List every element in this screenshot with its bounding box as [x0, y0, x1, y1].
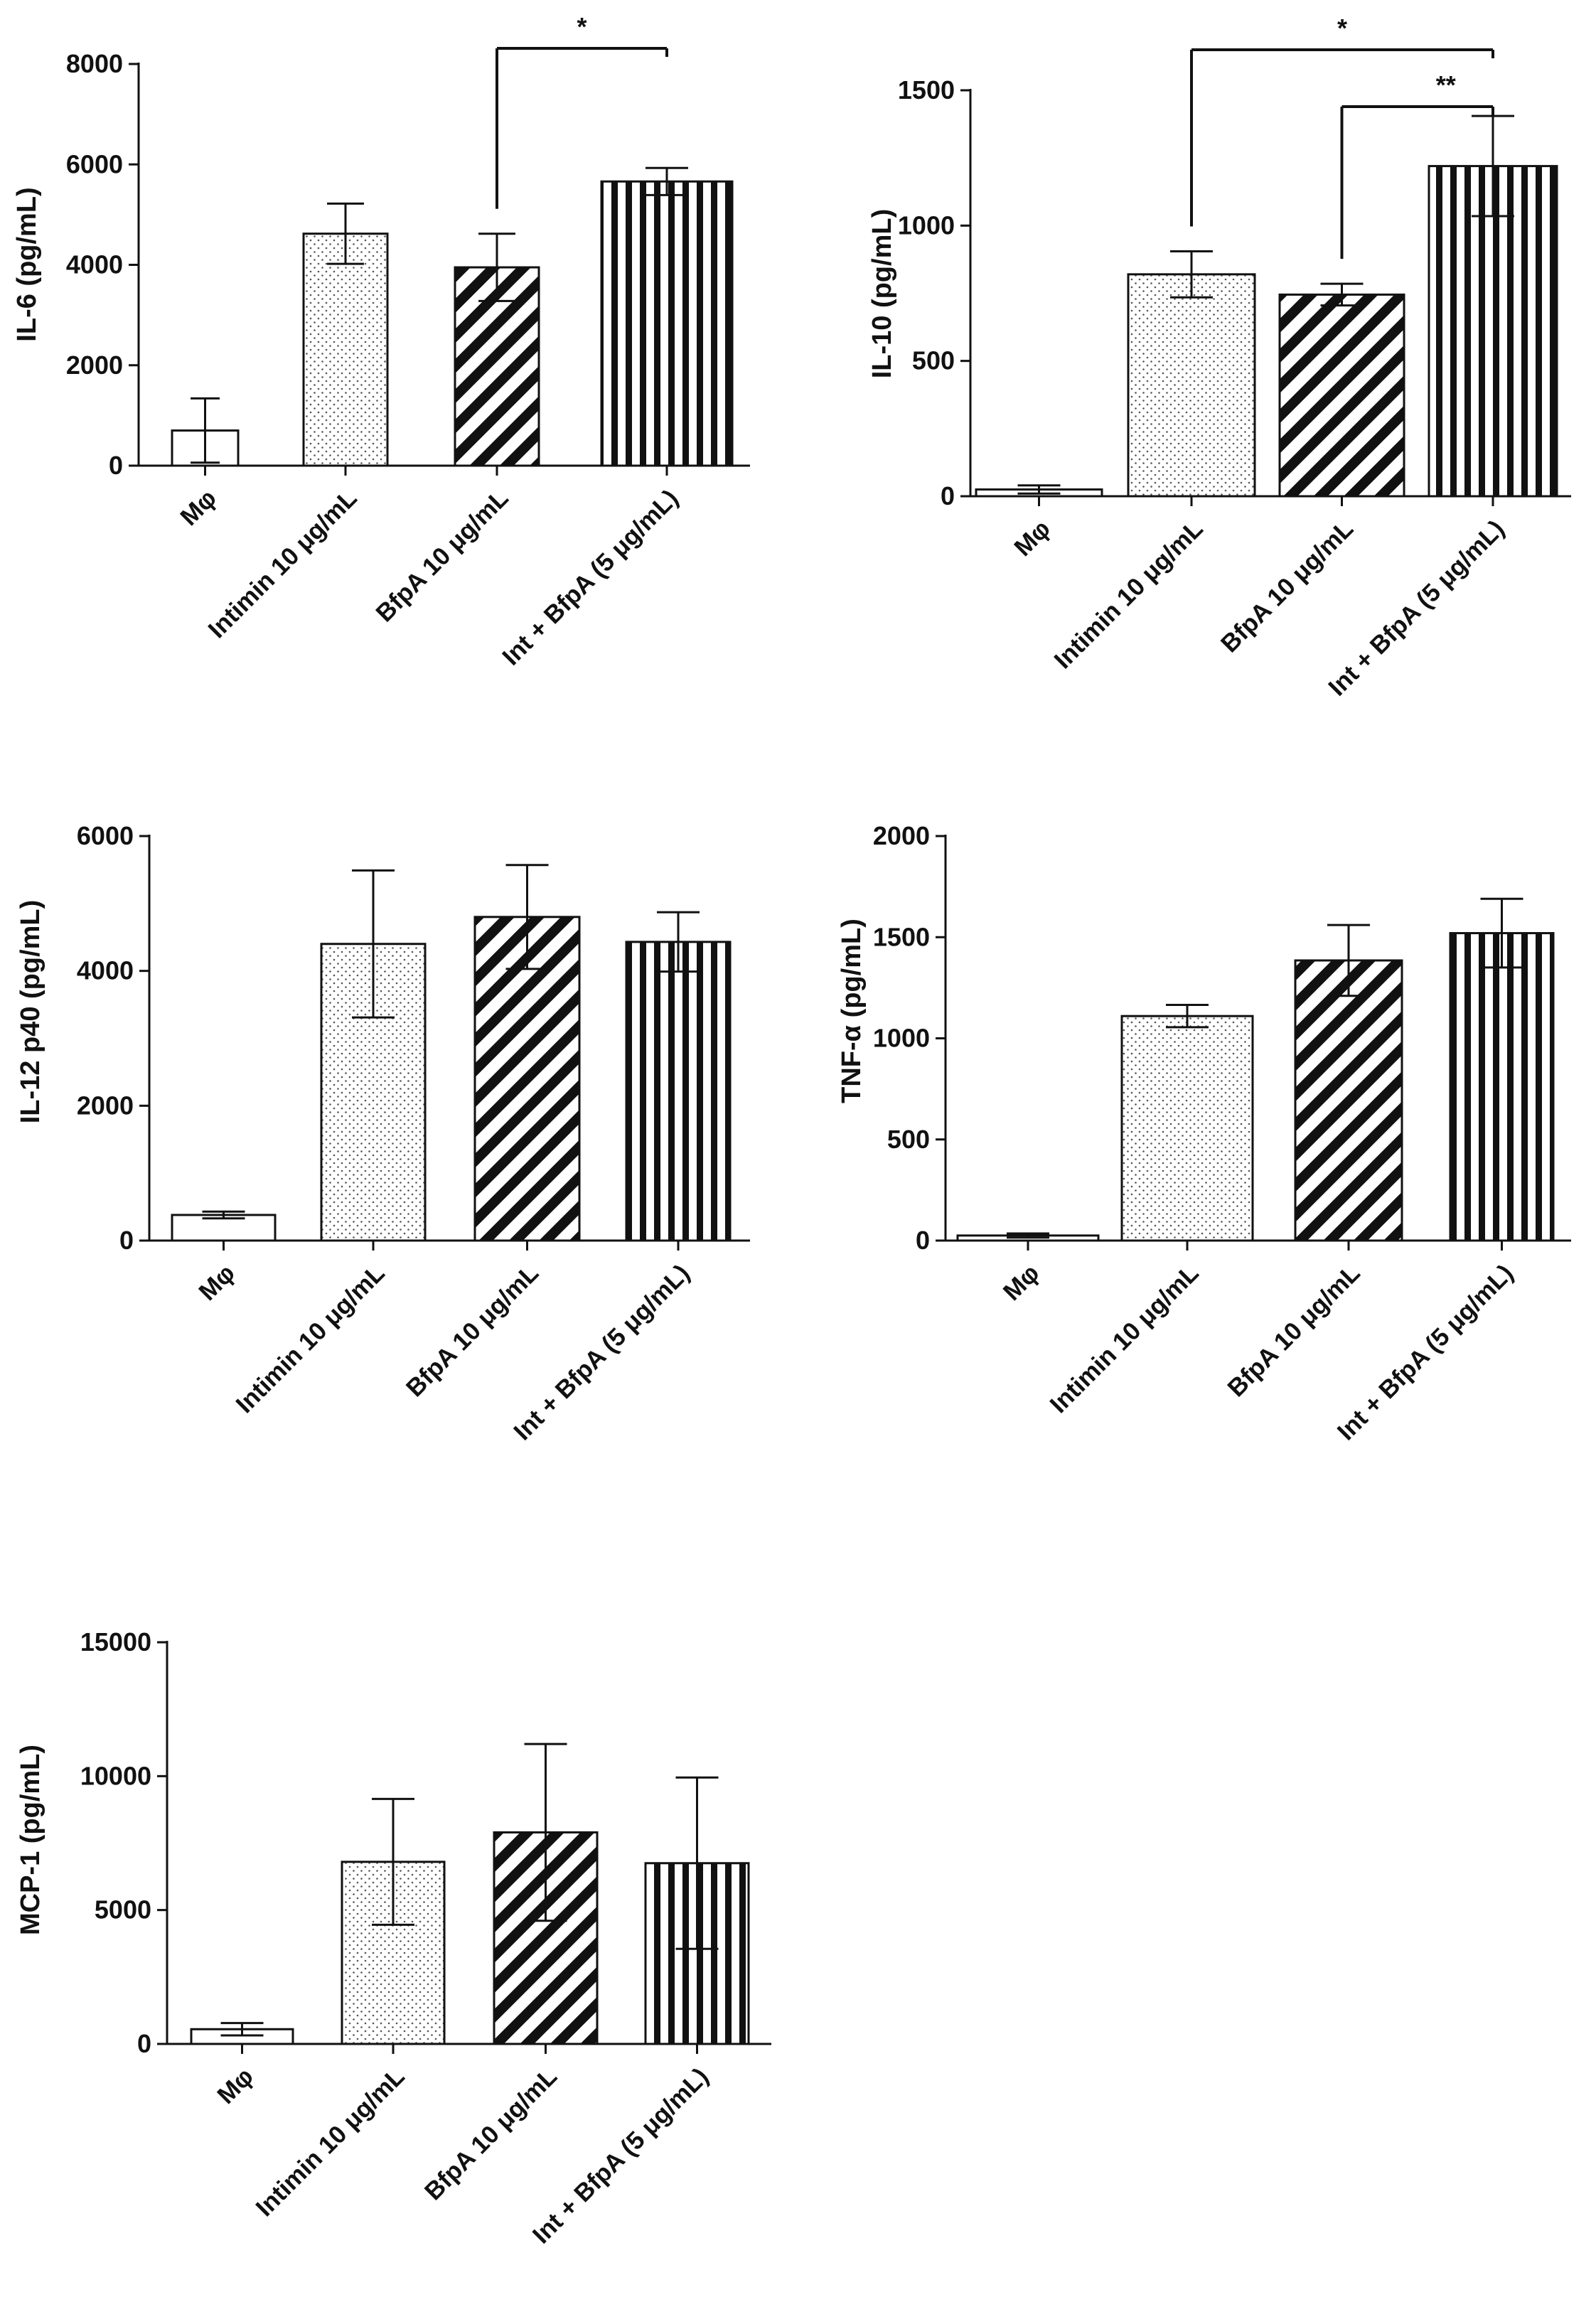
category-label: Int + BfpA (5 μg/mL) [1323, 515, 1509, 701]
y-tick-label: 1000 [873, 1024, 930, 1053]
category-label: Mφ [193, 1259, 240, 1306]
y-tick-label: 2000 [66, 350, 123, 380]
significance-label: ** [1436, 70, 1456, 100]
significance-label: * [1337, 14, 1347, 43]
category-label: BfpA 10 μg/mL [1222, 1259, 1365, 1402]
category-label: BfpA 10 μg/mL [370, 484, 513, 627]
bar-int-bfpa [625, 941, 732, 1242]
y-tick-label: 1500 [898, 75, 955, 105]
bar-intimin [1127, 273, 1256, 498]
y-tick-label: 0 [137, 2029, 151, 2058]
bar-intimin [1120, 1015, 1254, 1242]
category-label: BfpA 10 μg/mL [401, 1259, 544, 1402]
y-tick-label: 1000 [898, 210, 955, 240]
y-tick-label: 0 [916, 1226, 930, 1255]
bar-bfpa [1278, 293, 1405, 498]
y-axis-label: MCP-1 (pg/mL) [16, 1745, 45, 1935]
y-axis-label: IL-12 p40 (pg/mL) [16, 900, 45, 1124]
y-tick-label: 2000 [77, 1091, 134, 1120]
y-axis-label: TNF-α (pg/mL) [837, 919, 867, 1103]
y-tick-label: 1500 [873, 922, 930, 951]
category-label: Int + BfpA (5 μg/mL) [1332, 1259, 1519, 1445]
y-tick-label: 10000 [80, 1761, 151, 1790]
category-label: Mφ [212, 2062, 259, 2109]
bar-int-bfpa [1428, 165, 1558, 498]
y-axis-label: IL-6 (pg/mL) [12, 187, 42, 341]
category-label: Mφ [175, 484, 222, 531]
category-label: Intimin 10 μg/mL [230, 1259, 390, 1418]
bar-intimin [302, 232, 389, 467]
bar-bfpa [1294, 959, 1403, 1242]
category-label: Intimin 10 μg/mL [250, 2062, 409, 2222]
y-tick-label: 6000 [66, 149, 123, 178]
bar-int-bfpa [600, 180, 734, 467]
bar-int-bfpa [644, 1862, 750, 2045]
bar-int-bfpa [1449, 932, 1555, 1242]
category-label: Intimin 10 μg/mL [203, 484, 362, 643]
category-label: Int + BfpA (5 μg/mL) [508, 1259, 695, 1445]
y-tick-label: 4000 [66, 250, 123, 279]
chart-il6: IL-6 (pg/mL) 0 2000 4000 6000 8000 MφIntimin … [12, 12, 750, 671]
category-label: BfpA 10 μg/mL [1216, 515, 1359, 658]
y-tick-label: 500 [912, 346, 955, 375]
category-label: Int + BfpA (5 μg/mL) [497, 484, 683, 670]
y-tick-label: 8000 [66, 49, 123, 78]
significance-label: * [577, 12, 587, 41]
y-tick-label: 5000 [95, 1895, 151, 1924]
category-label: Int + BfpA (5 μg/mL) [527, 2062, 714, 2249]
y-tick-label: 0 [119, 1226, 134, 1255]
y-tick-label: 4000 [77, 956, 134, 985]
y-tick-label: 6000 [77, 821, 134, 850]
category-label: Intimin 10 μg/mL [1049, 515, 1208, 674]
bar-macrophage [171, 1214, 277, 1242]
category-label: BfpA 10 μg/mL [419, 2062, 562, 2205]
category-label: Intimin 10 μg/mL [1044, 1259, 1204, 1418]
y-tick-label: 2000 [873, 821, 930, 850]
y-tick-label: 0 [109, 451, 123, 480]
chart-il12p40: IL-12 p40 (pg/mL) 0 2000 4000 6000 MφIntimin… [16, 821, 750, 1446]
y-tick-label: 500 [887, 1125, 930, 1154]
y-axis-label: IL-10 (pg/mL) [867, 209, 897, 379]
y-tick-label: 15000 [80, 1627, 151, 1656]
category-label: Mφ [998, 1259, 1045, 1306]
y-tick-label: 0 [941, 481, 955, 510]
bar-bfpa [473, 916, 581, 1242]
category-label: Mφ [1009, 515, 1056, 562]
chart-tnf-alpha: TNF-α (pg/mL) 0 500 1000 1500 2000 Mφ Intimin … [837, 821, 1571, 1446]
